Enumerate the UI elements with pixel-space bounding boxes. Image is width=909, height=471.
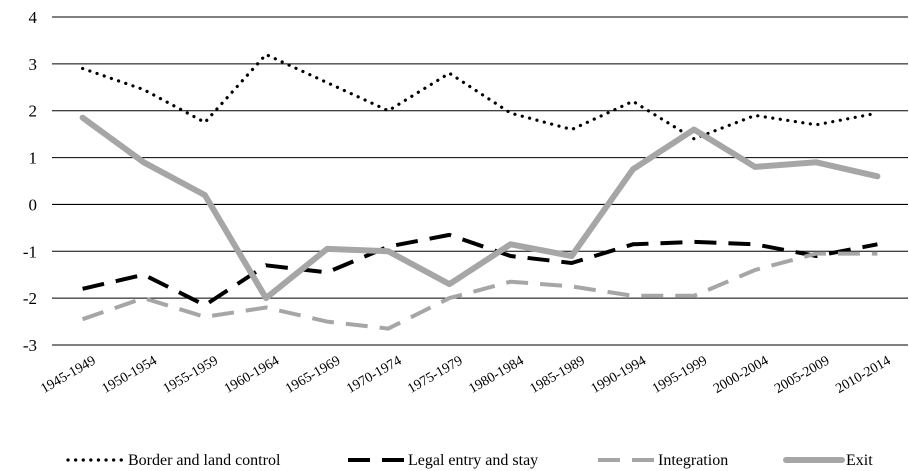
x-tick-label: 1965-1969 bbox=[283, 353, 343, 396]
legend-label: Integration bbox=[658, 452, 728, 469]
y-tick-label: 0 bbox=[29, 195, 38, 214]
x-tick-label: 2010-2014 bbox=[833, 353, 893, 396]
series-line-3 bbox=[81, 251, 878, 331]
x-tick-label: 1960-1964 bbox=[222, 353, 282, 396]
y-tick-label: 2 bbox=[29, 102, 38, 121]
x-tick-label: 1975-1979 bbox=[405, 353, 465, 396]
legend-label: Legal entry and stay bbox=[408, 452, 538, 469]
x-tick-label: 1945-1949 bbox=[39, 353, 99, 396]
x-tick-label: 1970-1974 bbox=[344, 353, 404, 396]
y-tick-label: -2 bbox=[23, 289, 37, 308]
x-tick-label: 1995-1999 bbox=[650, 353, 710, 396]
legend-label: Exit bbox=[846, 452, 873, 469]
y-tick-label: 4 bbox=[29, 8, 38, 27]
y-axis-ticks: 4 3 2 1 0 -1 -2 -3 bbox=[23, 8, 38, 355]
y-tick-label: -3 bbox=[23, 336, 37, 355]
y-tick-label: -1 bbox=[23, 242, 37, 261]
y-tick-label: 3 bbox=[29, 55, 38, 74]
x-tick-label: 2000-2004 bbox=[711, 353, 771, 396]
series-line-2 bbox=[82, 232, 878, 308]
x-tick-label: 1955-1959 bbox=[161, 353, 221, 396]
x-tick-label: 1990-1994 bbox=[589, 353, 649, 396]
series-line-4 bbox=[79, 114, 881, 302]
series-line-1 bbox=[80, 52, 880, 141]
x-tick-label: 1985-1989 bbox=[528, 353, 588, 396]
x-axis-ticks: 1945-1949 1950-1954 1955-1959 1960-1964 1965… bbox=[39, 353, 894, 396]
y-tick-label: 1 bbox=[29, 149, 38, 168]
x-tick-label: 2005-2009 bbox=[772, 353, 832, 396]
series-lines bbox=[79, 52, 881, 331]
legend: Border and land control Legal entry and s… bbox=[66, 452, 873, 469]
x-tick-label: 1950-1954 bbox=[100, 353, 160, 396]
legend-label: Border and land control bbox=[128, 452, 281, 469]
x-tick-label: 1980-1984 bbox=[467, 353, 527, 396]
